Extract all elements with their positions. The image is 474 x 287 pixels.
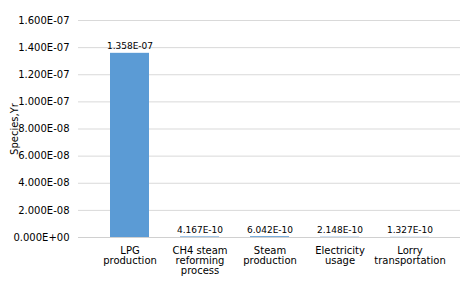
svg-text:0.000E+00: 0.000E+00 <box>13 232 69 243</box>
svg-text:6.042E-10: 6.042E-10 <box>247 225 293 235</box>
svg-text:CH4 steamreformingprocess: CH4 steamreformingprocess <box>172 245 227 276</box>
svg-text:8.000E-08: 8.000E-08 <box>18 123 69 134</box>
svg-text:6.000E-08: 6.000E-08 <box>18 150 69 161</box>
svg-text:Electricityusage: Electricityusage <box>315 245 365 266</box>
svg-text:1.400E-07: 1.400E-07 <box>18 42 69 53</box>
svg-text:Steamproduction: Steamproduction <box>243 245 297 266</box>
svg-text:2.000E-08: 2.000E-08 <box>18 205 69 216</box>
svg-text:1.327E-10: 1.327E-10 <box>387 225 433 235</box>
svg-text:1.600E-07: 1.600E-07 <box>18 15 69 26</box>
svg-text:Species,Yr: Species,Yr <box>9 102 20 155</box>
svg-text:4.000E-08: 4.000E-08 <box>18 177 69 188</box>
svg-text:1.358E-07: 1.358E-07 <box>107 41 153 51</box>
svg-text:LPGproduction: LPGproduction <box>103 245 157 266</box>
svg-text:Lorrytransportation: Lorrytransportation <box>374 245 446 266</box>
svg-text:4.167E-10: 4.167E-10 <box>177 225 223 235</box>
svg-text:1.200E-07: 1.200E-07 <box>18 69 69 80</box>
svg-text:1.000E-07: 1.000E-07 <box>18 96 69 107</box>
svg-text:2.148E-10: 2.148E-10 <box>317 225 363 235</box>
